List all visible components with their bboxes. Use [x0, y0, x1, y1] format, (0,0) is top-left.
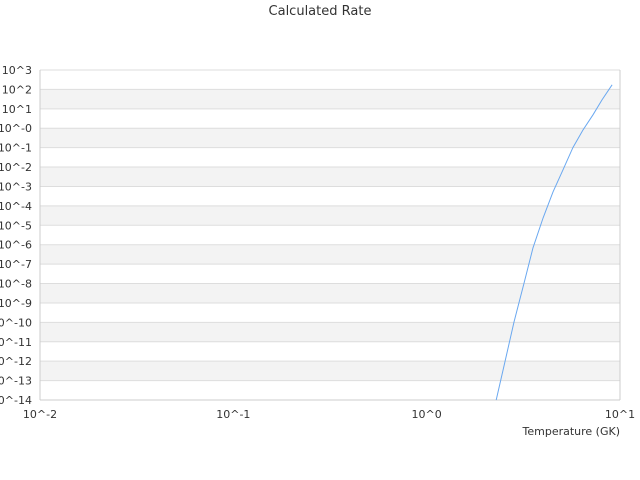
y-tick-label: 10^-4	[0, 200, 32, 213]
y-tick-label: 10^-12	[0, 355, 32, 368]
x-tick-label: 10^1	[605, 408, 635, 421]
grid-band	[40, 361, 620, 381]
y-tick-label: 10^2	[2, 83, 32, 96]
y-tick-label: 10^-1	[0, 142, 32, 155]
x-tick-label: 10^-1	[216, 408, 250, 421]
grid-band	[40, 244, 620, 265]
y-tick-label: 10^-7	[0, 258, 32, 271]
y-tick-label: 10^-6	[0, 239, 32, 252]
chart-title: Calculated Rate	[268, 4, 372, 19]
y-tick-label: 10^-9	[0, 297, 32, 310]
x-axis-label: Temperature (GK)	[522, 425, 621, 438]
series-line	[495, 84, 613, 401]
y-tick-label: 10^-2	[0, 161, 32, 174]
y-tick-label: 10^-13	[0, 375, 32, 388]
y-tick-label: 10^-8	[0, 278, 32, 291]
y-tick-label: 10^-5	[0, 219, 32, 232]
y-tick-label: 10^-14	[0, 394, 32, 407]
grid-band	[40, 322, 620, 342]
grid-band	[40, 89, 620, 109]
grid-band	[40, 167, 620, 187]
grid-band	[40, 283, 620, 303]
y-tick-label: 10^-0	[0, 122, 32, 135]
y-tick-label: 10^1	[2, 103, 32, 116]
y-tick-label: 10^-11	[0, 336, 32, 349]
x-tick-label: 10^0	[412, 408, 442, 421]
y-tick-label: 10^3	[2, 64, 32, 77]
grid-band	[40, 128, 620, 148]
y-tick-label: 10^-3	[0, 180, 32, 193]
x-tick-label: 10^-2	[23, 408, 57, 421]
y-tick-label: 10^-10	[0, 316, 32, 329]
grid-band	[40, 205, 620, 226]
